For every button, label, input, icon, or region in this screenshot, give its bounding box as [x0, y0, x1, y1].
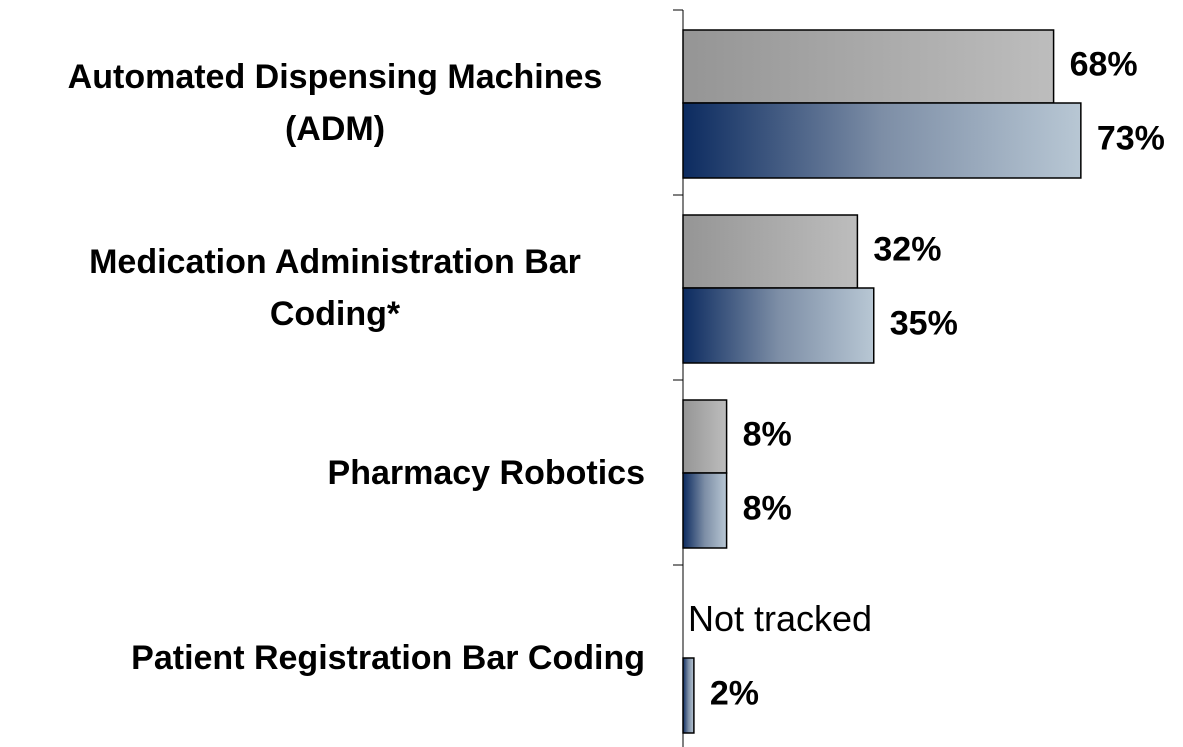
category-label: Automated Dispensing Machines (ADM)	[67, 57, 603, 148]
value-label: 8%	[743, 415, 792, 453]
bar	[682, 29, 1055, 104]
category-label-box: Pharmacy Robotics	[0, 380, 645, 565]
bar	[682, 472, 728, 549]
value-label: 8%	[743, 489, 792, 527]
value-label: Not tracked	[688, 598, 872, 639]
category-label: Pharmacy Robotics	[327, 453, 645, 492]
value-label: 73%	[1097, 119, 1165, 157]
category-label: Medication Administration Bar Coding*	[89, 242, 581, 333]
bar	[682, 657, 695, 734]
bar	[682, 102, 1082, 179]
bar	[682, 214, 859, 289]
category-label-box: Automated Dispensing Machines (ADM)	[0, 10, 645, 195]
category-label: Patient Registration Bar Coding	[131, 638, 645, 677]
category-label-box: Medication Administration Bar Coding*	[0, 195, 645, 380]
value-label: 68%	[1070, 45, 1138, 83]
category-label-box: Patient Registration Bar Coding	[0, 565, 645, 747]
value-label: 32%	[873, 230, 941, 268]
value-label: 35%	[890, 304, 958, 342]
bar	[682, 287, 875, 364]
value-label: 2%	[710, 674, 759, 712]
bar	[682, 399, 728, 474]
